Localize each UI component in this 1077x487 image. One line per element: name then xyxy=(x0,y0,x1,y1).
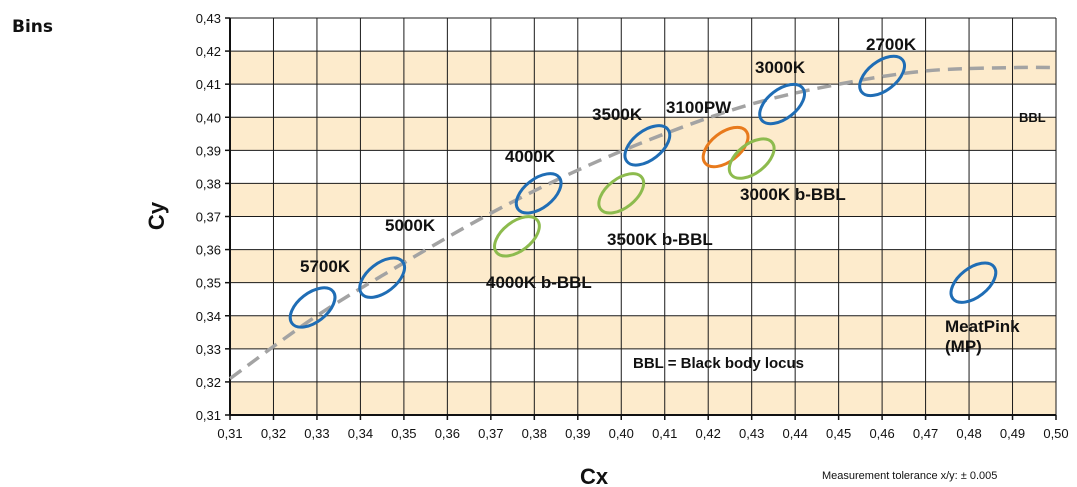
x-tick-label: 0,34 xyxy=(348,426,373,441)
bin-ellipse xyxy=(758,82,806,126)
bin-label: 5000K xyxy=(385,216,436,235)
x-tick-label: 0,50 xyxy=(1043,426,1068,441)
bin-labels: 5700K 5000K 4000K 3500K 3000K 2700K 3100PW 3000… xyxy=(300,35,1020,356)
band-row xyxy=(230,249,1056,283)
bin-ellipse xyxy=(858,54,906,98)
bin-ellipse xyxy=(597,172,646,215)
axes xyxy=(225,17,1057,420)
y-tick-label: 0,31 xyxy=(196,408,221,423)
bbl-legend-note: BBL = Black body locus xyxy=(633,355,804,372)
band-row xyxy=(230,381,1056,415)
bin-label: 4000K xyxy=(505,147,556,166)
y-tick-label: 0,34 xyxy=(196,309,221,324)
y-tick-label: 0,39 xyxy=(196,143,221,158)
y-tick-label: 0,43 xyxy=(196,11,221,26)
bin-ellipse xyxy=(358,256,407,299)
x-tick-label: 0,41 xyxy=(652,426,677,441)
x-tick-label: 0,46 xyxy=(869,426,894,441)
x-tick-label: 0,48 xyxy=(956,426,981,441)
x-tick-label: 0,39 xyxy=(565,426,590,441)
bin-label: 3500K b-BBL xyxy=(607,230,713,249)
x-tick-label: 0,38 xyxy=(522,426,547,441)
x-tick-label: 0,32 xyxy=(261,426,286,441)
y-tick-label: 0,33 xyxy=(196,342,221,357)
page-title: Bins xyxy=(12,17,54,37)
y-tick-label: 0,32 xyxy=(196,375,221,390)
x-tick-label: 0,40 xyxy=(609,426,634,441)
y-tick-label: 0,42 xyxy=(196,44,221,59)
y-tick-label: 0,41 xyxy=(196,77,221,92)
bin-ellipse xyxy=(514,172,563,215)
bin-ellipse xyxy=(288,286,337,329)
bin-label: MeatPink xyxy=(945,317,1020,336)
bin-ellipse xyxy=(949,261,998,304)
measurement-tolerance-note: Measurement tolerance x/y: ± 0.005 xyxy=(822,470,998,482)
background-bands xyxy=(230,51,1056,415)
bin-label: (MP) xyxy=(945,337,982,356)
band-row xyxy=(230,117,1056,151)
x-tick-label: 0,44 xyxy=(783,426,808,441)
y-tick-label: 0,40 xyxy=(196,110,221,125)
x-tick-label: 0,31 xyxy=(217,426,242,441)
y-tick-label: 0,35 xyxy=(196,276,221,291)
x-tick-label: 0,47 xyxy=(913,426,938,441)
bin-label: 3000K b-BBL xyxy=(740,185,846,204)
x-tick-label: 0,49 xyxy=(1000,426,1025,441)
bin-label: 2700K xyxy=(866,35,917,54)
x-tick-label: 0,33 xyxy=(304,426,329,441)
bbl-curve-line xyxy=(228,65,1057,381)
x-axis-title: Cx xyxy=(580,464,609,487)
bin-label: 4000K b-BBL xyxy=(486,273,592,292)
y-axis-title: Cy xyxy=(144,201,169,230)
y-tick-label: 0,37 xyxy=(196,210,221,225)
bin-ellipses xyxy=(288,54,998,329)
bbl-curve xyxy=(228,65,1057,381)
grid-lines xyxy=(229,17,1057,416)
band-row xyxy=(230,51,1056,85)
bin-label: 3500K xyxy=(592,105,643,124)
x-tick-label: 0,43 xyxy=(739,426,764,441)
bin-ellipse xyxy=(701,125,750,169)
bin-label: 5700K xyxy=(300,257,351,276)
bin-ellipse xyxy=(493,215,541,258)
y-tick-label: 0,38 xyxy=(196,176,221,191)
bin-ellipse xyxy=(727,137,776,180)
bbl-curve-label: BBL xyxy=(1019,110,1046,125)
bin-ellipse xyxy=(623,124,672,167)
bin-label: 3000K xyxy=(755,58,806,77)
x-tick-label: 0,35 xyxy=(391,426,416,441)
y-tick-label: 0,36 xyxy=(196,243,221,258)
x-tick-label: 0,45 xyxy=(826,426,851,441)
x-tick-label: 0,36 xyxy=(435,426,460,441)
x-tick-labels: 0,31 0,32 0,33 0,34 0,35 0,36 0,37 0,38 0,39 0,40… xyxy=(217,426,1068,441)
bin-label: 3100PW xyxy=(666,98,732,117)
x-tick-label: 0,42 xyxy=(696,426,721,441)
x-tick-label: 0,37 xyxy=(478,426,503,441)
band-row xyxy=(230,315,1056,349)
y-tick-labels: 0,31 0,32 0,33 0,34 0,35 0,36 0,37 0,38 0,39 0,40… xyxy=(196,11,221,423)
